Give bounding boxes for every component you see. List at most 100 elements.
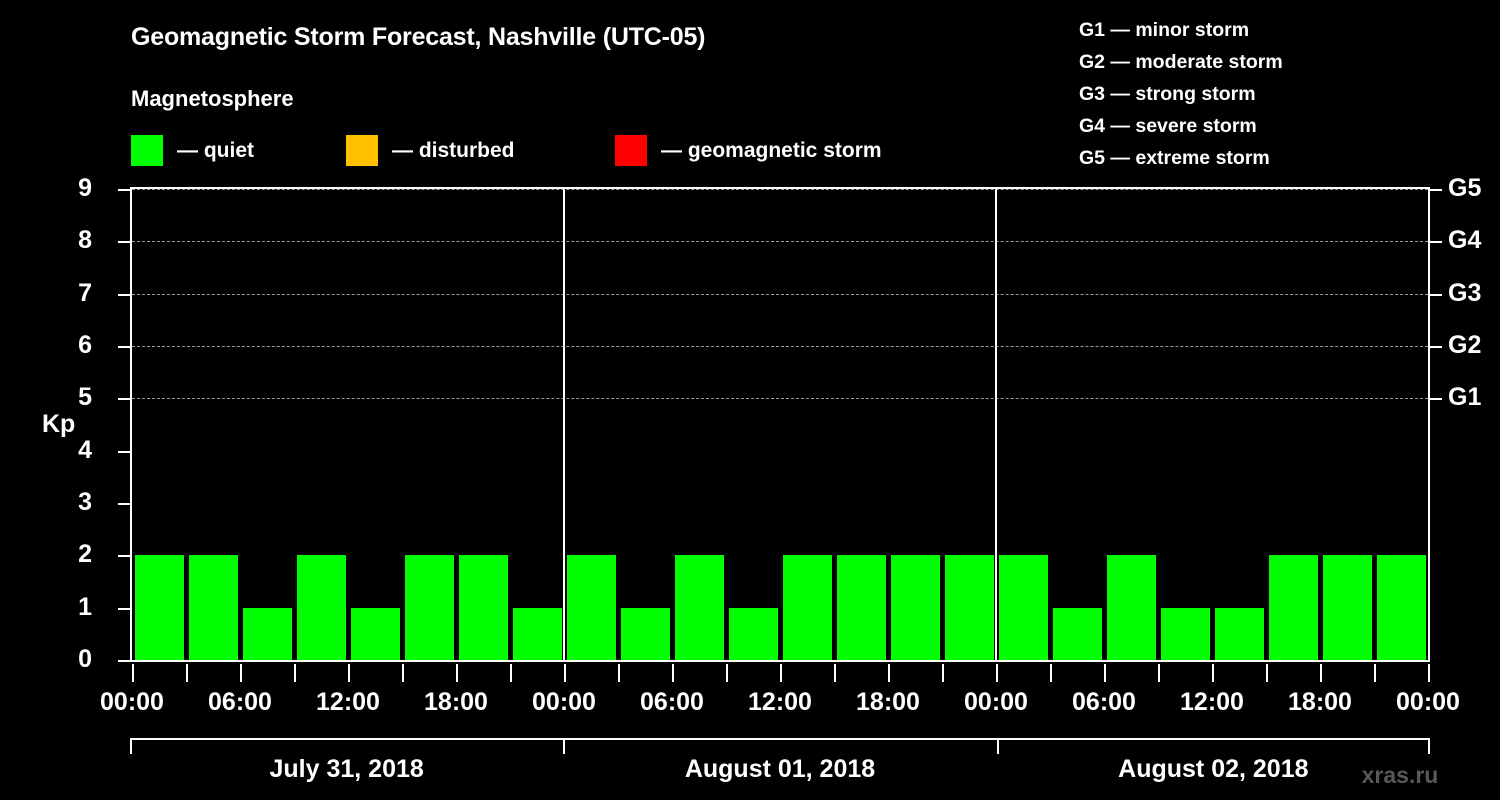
x-tick-label: 18:00: [856, 688, 920, 716]
kp-bar: [512, 607, 562, 660]
day-bracket-end: [996, 740, 999, 754]
x-tick-label: 06:00: [208, 688, 272, 716]
kp-bar: [1160, 607, 1210, 660]
x-tick-mark: [1320, 664, 1322, 682]
day-bracket-end: [1428, 740, 1430, 754]
x-tick-mark: [834, 664, 836, 682]
legend-swatch-disturbed-icon: [346, 134, 378, 166]
x-tick-mark: [1428, 664, 1430, 682]
y-tick-label: 2: [78, 540, 92, 569]
g-tick-label-g4: G4: [1448, 226, 1482, 255]
legend-item-quiet: — quiet: [131, 134, 254, 166]
g-tick-mark: [1430, 189, 1442, 191]
kp-bar: [188, 555, 238, 660]
kp-bar: [350, 607, 400, 660]
g-tick-mark: [1430, 293, 1442, 296]
x-tick-mark: [726, 664, 728, 682]
x-tick-mark: [402, 664, 404, 682]
x-tick-label: 06:00: [1072, 688, 1136, 716]
x-tick-mark: [1104, 664, 1106, 682]
y-tick-mark: [118, 346, 130, 348]
day-divider: [563, 189, 565, 660]
g-tick-label-g1: G1: [1448, 383, 1482, 412]
gscale-line-g2: G2 — moderate storm: [1079, 51, 1283, 73]
legend-item-geomagnetic-storm: — geomagnetic storm: [615, 134, 882, 166]
magnetosphere-label: Magnetosphere: [131, 86, 294, 111]
x-tick-mark: [780, 664, 782, 682]
x-tick-label: 00:00: [964, 688, 1028, 716]
gscale-legend: G1 — minor storm G2 — moderate storm G3 …: [1079, 14, 1283, 174]
kp-bar: [674, 555, 724, 660]
x-tick-mark: [1212, 664, 1214, 682]
x-tick-mark: [456, 664, 458, 682]
x-tick-mark: [240, 664, 242, 682]
x-tick-mark: [348, 664, 350, 682]
gridline-kp-9: [132, 189, 1428, 190]
y-tick-label: 3: [78, 488, 92, 516]
x-tick-label: 18:00: [1288, 688, 1352, 716]
x-tick-mark: [1266, 664, 1268, 682]
y-tick-mark: [118, 503, 130, 505]
y-tick-mark: [118, 450, 130, 453]
x-tick-mark: [942, 664, 944, 682]
legend-swatch-storm-icon: [615, 134, 647, 166]
legend-label-geomagnetic-storm: — geomagnetic storm: [661, 138, 882, 162]
watermark: xras.ru: [1361, 762, 1439, 788]
gscale-line-g4: G4 — severe storm: [1079, 115, 1257, 137]
x-tick-mark: [1158, 664, 1160, 682]
y-tick-mark: [118, 241, 130, 244]
page-title: Geomagnetic Storm Forecast, Nashville (U…: [131, 23, 706, 51]
x-tick-label: 00:00: [100, 688, 164, 716]
y-tick-label: 1: [78, 592, 92, 621]
y-tick-label: 4: [78, 435, 92, 464]
kp-bar: [404, 555, 454, 660]
g-tick-label-g2: G2: [1448, 331, 1482, 359]
x-tick-mark: [1050, 664, 1052, 682]
day-label: July 31, 2018: [269, 755, 424, 783]
x-tick-label: 18:00: [424, 688, 488, 716]
x-tick-mark: [996, 664, 998, 682]
plot-area: [130, 187, 1430, 662]
gscale-line-g1: G1 — minor storm: [1079, 19, 1250, 41]
kp-bar: [1052, 607, 1102, 660]
kp-bar: [1268, 555, 1318, 660]
x-tick-mark: [672, 664, 674, 682]
legend-label-disturbed: — disturbed: [392, 138, 515, 162]
kp-bar: [998, 555, 1048, 660]
x-tick-mark: [132, 664, 134, 682]
gscale-line-g3: G3 — strong storm: [1079, 83, 1256, 105]
g-tick-label-g5: G5: [1448, 174, 1482, 202]
kp-bar: [890, 555, 940, 660]
kp-bar: [296, 555, 346, 660]
kp-bar: [1106, 555, 1156, 660]
y-tick-label: 9: [78, 174, 92, 202]
x-tick-label: 12:00: [748, 688, 812, 716]
g-tick-mark: [1430, 398, 1442, 401]
day-divider: [995, 189, 997, 660]
y-tick-mark: [118, 607, 130, 610]
y-tick-mark: [118, 398, 130, 401]
y-tick-label: 0: [78, 645, 92, 673]
y-tick-mark: [118, 660, 130, 662]
gscale-line-g5: G5 — extreme storm: [1079, 147, 1270, 169]
x-tick-label: 00:00: [532, 688, 596, 716]
kp-bar: [836, 555, 886, 660]
g-tick-mark: [1430, 241, 1442, 244]
kp-bar: [944, 555, 994, 660]
day-bracket-end: [130, 740, 132, 754]
legend-label-quiet: — quiet: [177, 138, 254, 162]
y-axis-title: Kp: [42, 410, 76, 438]
bars-layer: [132, 189, 1428, 660]
kp-bar: [1376, 555, 1426, 660]
legend-item-disturbed: — disturbed: [346, 134, 515, 166]
kp-bar: [782, 555, 832, 660]
y-tick-label: 8: [78, 226, 92, 255]
x-tick-label: 06:00: [640, 688, 704, 716]
kp-bar: [1322, 555, 1372, 660]
kp-bar: [620, 607, 670, 660]
day-bracket-row: [130, 738, 1430, 754]
legend-swatch-quiet-icon: [131, 134, 163, 166]
x-tick-mark: [186, 664, 188, 682]
y-tick-label: 6: [78, 331, 92, 359]
y-tick-label: 5: [78, 383, 92, 412]
